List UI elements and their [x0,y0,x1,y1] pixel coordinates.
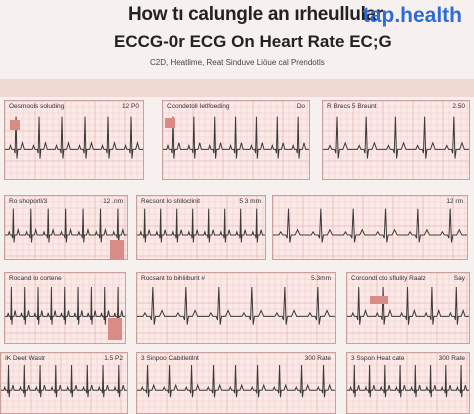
ecg-trace [347,286,469,325]
ecg-panel-4: Ro shoporll/3 12 .nm [4,195,128,260]
ecg-panel-2: Ccondetoll Ietlfoeding Do [162,100,310,180]
ecg-grid [347,353,469,413]
ecg-panel-label: Oesmools soluding [9,103,65,110]
ecg-grid [137,273,335,343]
ecg-panel-scale: Say [453,275,465,282]
marker-tag [110,240,124,260]
ecg-trace [163,116,309,159]
ecg-panel-scale: 1.5 P2 [104,355,123,362]
ecg-trace [273,208,467,243]
page-title-line-1: How tı calungle an ırheullular [128,4,383,25]
ecg-trace [1,364,127,398]
ecg-trace [137,208,265,243]
ecg-panel-label: Rocand lo cortene [9,275,62,282]
ecg-panel-label: 3 Sinpoo Cabitletilnt [141,355,199,362]
marker-tag [10,120,20,130]
header-divider-strip [0,79,474,97]
ecg-panel-9: Corcondl cto sflulity Raalz Say [346,272,470,344]
ecg-trace [323,116,469,159]
ecg-grid [163,101,309,179]
ecg-grid [5,273,125,343]
ecg-grid [1,353,127,413]
ecg-panel-scale: 300 Rate [438,355,465,362]
ecg-panel-scale: Do [296,103,305,110]
ecg-panel-label: R Brecs 5 Breunt [327,103,377,110]
page-subtitle: C2D, Heatlime, Reat Sinduve Liöue cal Pr… [150,58,325,67]
ecg-panel-label: Recsont lo shlloclinit [141,198,200,205]
ecg-panel-12: 3 Sspon Heat cate 300 Rate [346,352,470,414]
ecg-panel-label: 3 Sspon Heat cate [351,355,405,362]
ecg-panel-scale: 12 P0 [122,103,139,110]
ecg-panel-label: Ccondetoll Ietlfoeding [167,103,230,110]
ecg-trace [5,208,127,243]
ecg-trace [137,286,335,325]
brand-logo: tap.health [362,4,462,27]
page-title-line-2: ECCG-0r ECG On Heart Rate EC;G [114,32,392,51]
ecg-panel-scale: 5 3 mm [239,198,261,205]
ecg-panel-label: Corcondl cto sflulity Raalz [351,275,426,282]
ecg-panel-10: IK Deet Wastr 1.5 P2 [0,352,128,414]
ecg-trace [5,116,143,159]
ecg-grid [5,196,127,259]
marker-tag [370,296,388,304]
ecg-grid [137,196,265,259]
ecg-panel-1: Oesmools soluding 12 P0 [4,100,144,180]
ecg-panel-scale: 5.3mm [311,275,331,282]
ecg-trace [5,286,125,325]
marker-tag [165,118,175,128]
ecg-panel-scale: 2.50 [452,103,465,110]
ecg-panel-8: Rocsant to bihliibunt # 5.3mm [136,272,336,344]
ecg-panel-label: Rocsant to bihliibunt # [141,275,205,282]
ecg-grid [323,101,469,179]
ecg-panel-11: 3 Sinpoo Cabitletilnt 300 Rate [136,352,336,414]
ecg-grid [273,196,467,259]
ecg-trace [347,364,469,398]
ecg-panel-scale: 300 Rate [304,355,331,362]
ecg-panel-7: Rocand lo cortene [4,272,126,344]
ecg-panel-label: Ro shoporll/3 [9,198,48,205]
ecg-panel-label: IK Deet Wastr [5,355,46,362]
ecg-grid [137,353,335,413]
ecg-panel-5: Recsont lo shlloclinit 5 3 mm [136,195,266,260]
ecg-panel-scale: 12 rm [446,198,463,205]
ecg-panel-6: 12 rm [272,195,468,260]
ecg-trace [137,364,335,398]
ecg-grid [5,101,143,179]
marker-tag [108,318,122,340]
ecg-panel-3: R Brecs 5 Breunt 2.50 [322,100,470,180]
ecg-grid [347,273,469,343]
ecg-panel-scale: 12 .nm [103,198,123,205]
